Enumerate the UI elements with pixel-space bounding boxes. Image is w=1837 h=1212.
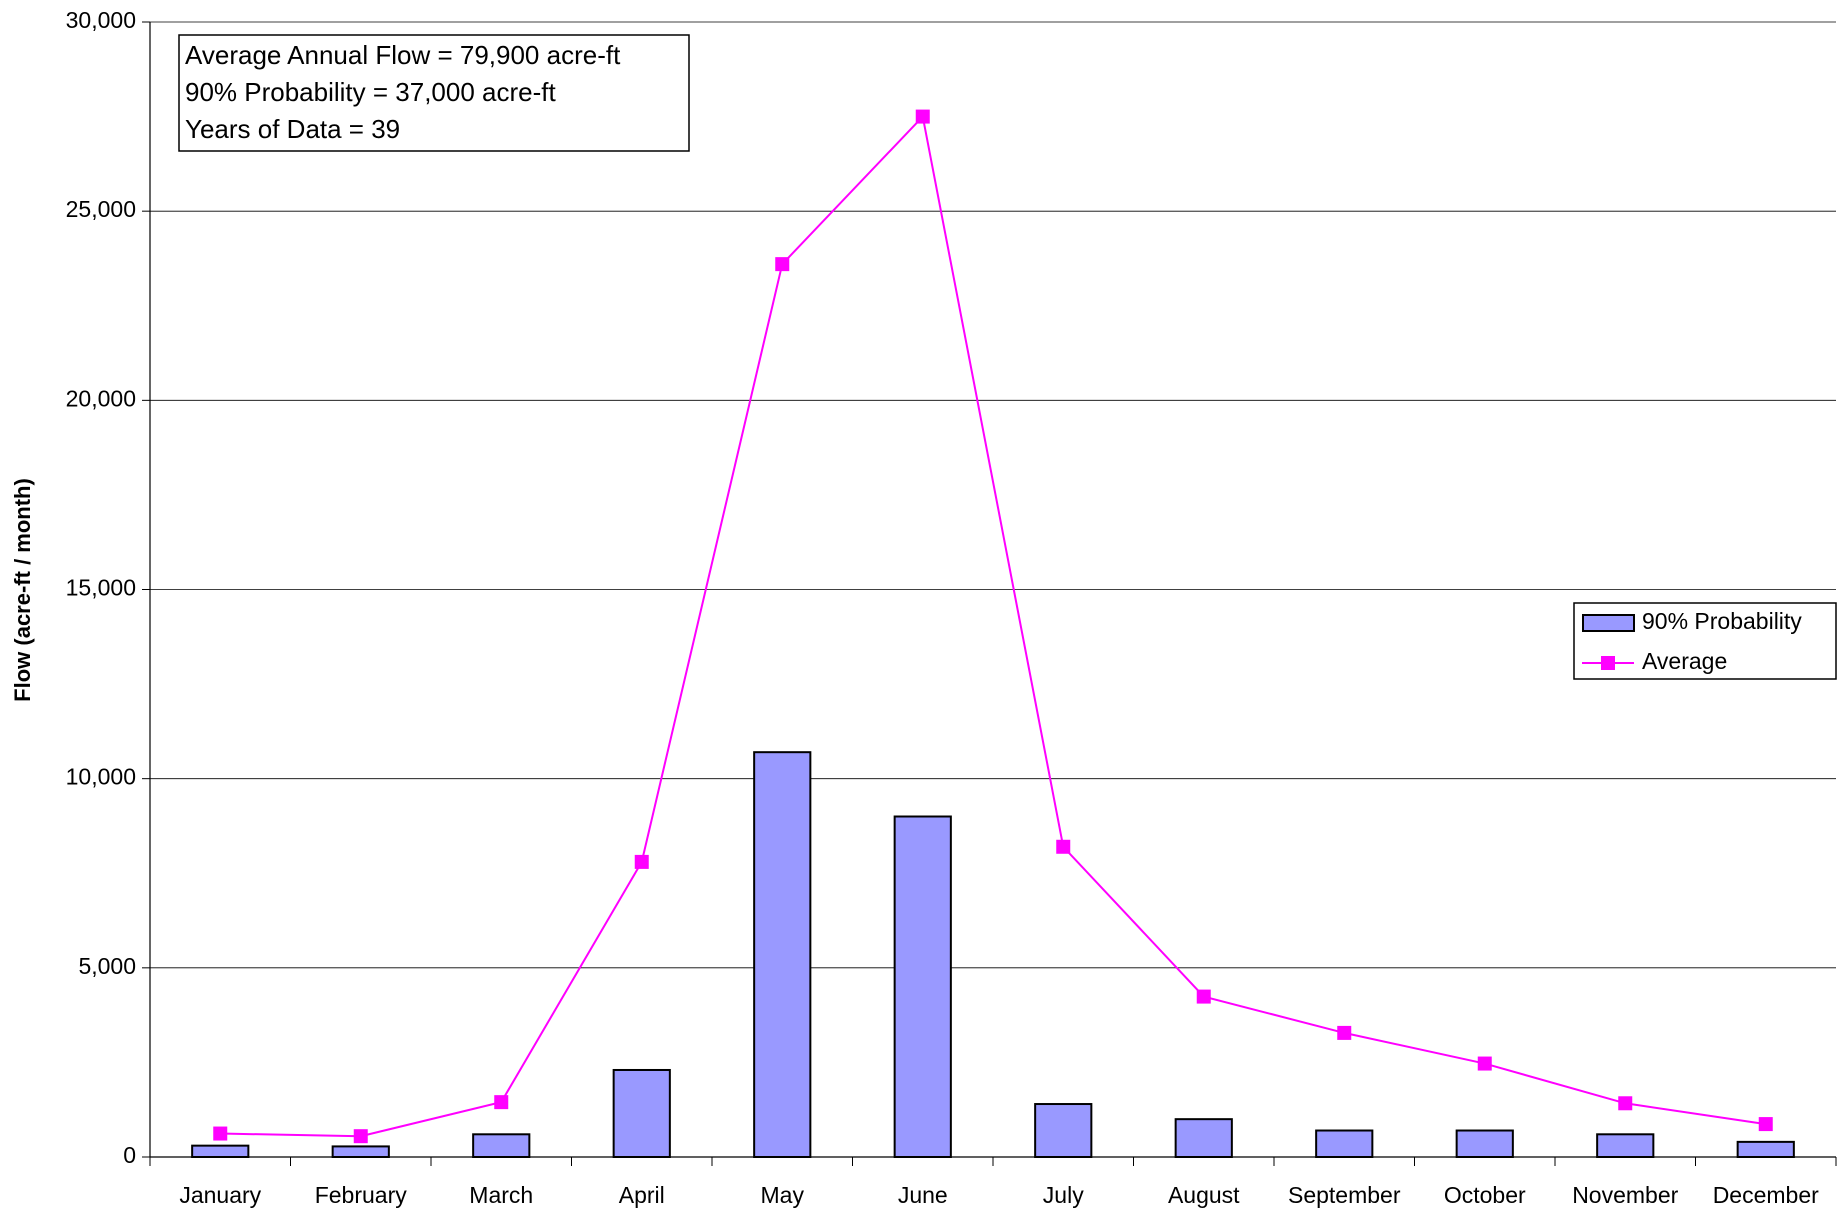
x-tick-label: November bbox=[1572, 1182, 1678, 1208]
y-tick-label: 20,000 bbox=[66, 385, 136, 411]
bar bbox=[191, 1144, 250, 1159]
x-tick-label: July bbox=[1043, 1182, 1084, 1208]
y-tick-label: 10,000 bbox=[66, 764, 136, 790]
legend-swatch bbox=[1582, 614, 1635, 632]
x-tick-label: April bbox=[619, 1182, 665, 1208]
marker bbox=[1196, 989, 1211, 1004]
marker bbox=[915, 109, 930, 124]
marker bbox=[1758, 1117, 1773, 1132]
marker bbox=[1477, 1056, 1492, 1071]
y-tick-label: 25,000 bbox=[66, 196, 136, 222]
legend-marker bbox=[1601, 656, 1615, 670]
annotation: 90% Probability = 37,000 acre-ft bbox=[185, 77, 556, 107]
bar bbox=[331, 1145, 390, 1158]
bar bbox=[612, 1068, 671, 1158]
marker bbox=[1056, 839, 1071, 854]
bar bbox=[753, 751, 812, 1159]
bar bbox=[1455, 1129, 1514, 1159]
marker bbox=[775, 257, 790, 272]
bar bbox=[1034, 1103, 1093, 1158]
x-tick-label: May bbox=[761, 1182, 805, 1208]
annotation: Years of Data = 39 bbox=[185, 114, 400, 144]
line bbox=[220, 114, 1766, 1138]
bar bbox=[1596, 1133, 1655, 1159]
y-tick-label: 5,000 bbox=[78, 953, 136, 979]
marker bbox=[1337, 1025, 1352, 1040]
y-tick-label: 15,000 bbox=[66, 575, 136, 601]
x-tick-label: August bbox=[1168, 1182, 1240, 1208]
y-tick-label: 30,000 bbox=[66, 7, 136, 33]
x-tick-label: January bbox=[179, 1182, 261, 1208]
bar bbox=[1174, 1118, 1233, 1158]
x-tick-label: December bbox=[1713, 1182, 1819, 1208]
marker bbox=[213, 1126, 228, 1141]
bar bbox=[1315, 1129, 1374, 1159]
marker bbox=[353, 1129, 368, 1144]
marker bbox=[494, 1095, 509, 1110]
legend-label: 90% Probability bbox=[1642, 608, 1802, 634]
x-tick-label: June bbox=[898, 1182, 948, 1208]
marker bbox=[1618, 1096, 1633, 1111]
x-tick-label: September bbox=[1288, 1182, 1401, 1208]
annotation: Average Annual Flow = 79,900 acre-ft bbox=[185, 40, 621, 70]
y-tick-label: 0 bbox=[123, 1142, 136, 1168]
legend-label: Average bbox=[1642, 648, 1727, 674]
bar bbox=[472, 1133, 531, 1159]
marker bbox=[634, 854, 649, 869]
x-tick-label: March bbox=[469, 1182, 533, 1208]
bar bbox=[1736, 1140, 1795, 1159]
bar bbox=[893, 815, 952, 1158]
y-axis-label: Flow (acre-ft / month) bbox=[10, 478, 35, 702]
annotation-box bbox=[178, 34, 690, 152]
x-tick-label: October bbox=[1444, 1182, 1526, 1208]
x-tick-label: February bbox=[315, 1182, 408, 1208]
